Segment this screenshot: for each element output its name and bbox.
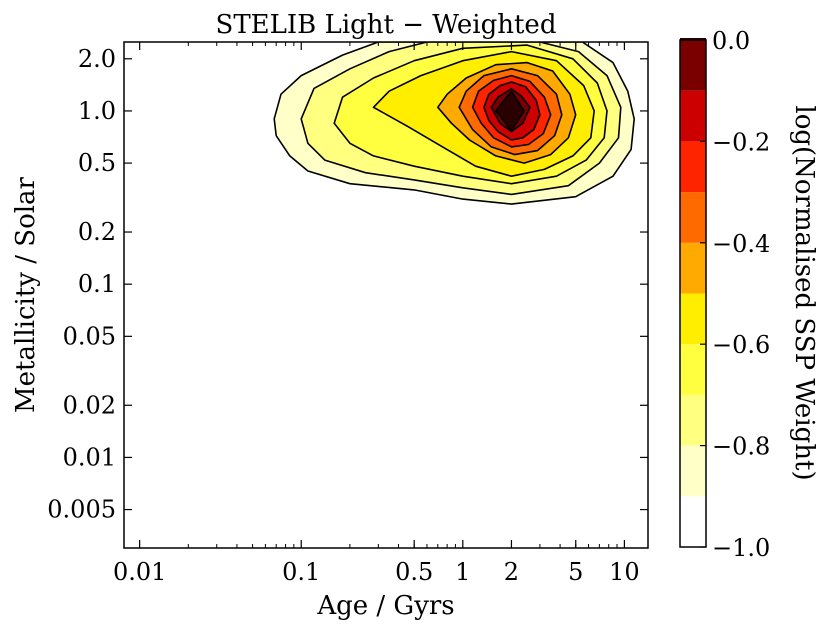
y-tick-label: 2.0 (78, 45, 116, 73)
y-axis-label: Metallicity / Solar (11, 176, 41, 412)
y-tick-label: 0.005 (47, 496, 116, 524)
x-tick-label: 10 (609, 558, 640, 586)
y-tick-label: 1.0 (78, 97, 116, 125)
colorbar-swatch (680, 496, 706, 547)
contour-level (494, 90, 526, 132)
colorbar-label: log(Normalised SSP Weight) (789, 105, 819, 480)
y-tick-label: 0.01 (63, 443, 116, 471)
colorbar-tick-label: −0.4 (712, 230, 770, 258)
chart-title: STELIB Light − Weighted (216, 10, 557, 40)
y-tick-label: 0.02 (63, 391, 116, 419)
y-tick-label: 0.05 (63, 322, 116, 350)
y-tick-label: 0.2 (78, 218, 116, 246)
colorbar (680, 38, 706, 547)
colorbar-tick-label: −0.8 (712, 433, 770, 461)
x-tick-label: 0.5 (395, 558, 433, 586)
y-tick-label: 0.1 (78, 270, 116, 298)
plot-frame (123, 41, 649, 549)
colorbar-ticks: 0.0 −0.2 −0.4 −0.6 −0.8 −1.0 (700, 27, 770, 562)
colorbar-swatch (680, 394, 706, 446)
x-axis-ticks: 0.01 0.1 0.5 1 2 5 10 (113, 42, 640, 586)
colorbar-swatch (680, 141, 706, 193)
y-tick-label: 0.5 (78, 149, 116, 177)
colorbar-tick-label: −1.0 (712, 534, 770, 562)
colorbar-tick-label: −0.6 (712, 331, 770, 359)
colorbar-tick-label: 0.0 (712, 27, 750, 55)
x-tick-label: 0.1 (282, 558, 320, 586)
colorbar-swatch (680, 242, 706, 294)
colorbar-swatch (680, 445, 706, 497)
x-tick-label: 2 (504, 558, 519, 586)
y-axis-ticks: 2.0 1.0 0.5 0.2 0.1 0.05 0.02 0.01 0.005 (47, 45, 648, 524)
colorbar-swatch (680, 344, 706, 395)
x-tick-label: 5 (568, 558, 583, 586)
contour-fills (273, 42, 636, 205)
colorbar-swatch (680, 40, 706, 91)
x-tick-label: 0.01 (113, 558, 166, 586)
colorbar-swatch (680, 192, 706, 243)
colorbar-swatch (680, 90, 706, 142)
colorbar-tick-label: −0.2 (712, 128, 770, 156)
colorbar-frame (679, 39, 707, 548)
x-tick-label: 1 (455, 558, 470, 586)
x-axis-label: Age / Gyrs (316, 591, 454, 621)
colorbar-swatch (680, 38, 706, 40)
colorbar-swatch (680, 293, 706, 345)
